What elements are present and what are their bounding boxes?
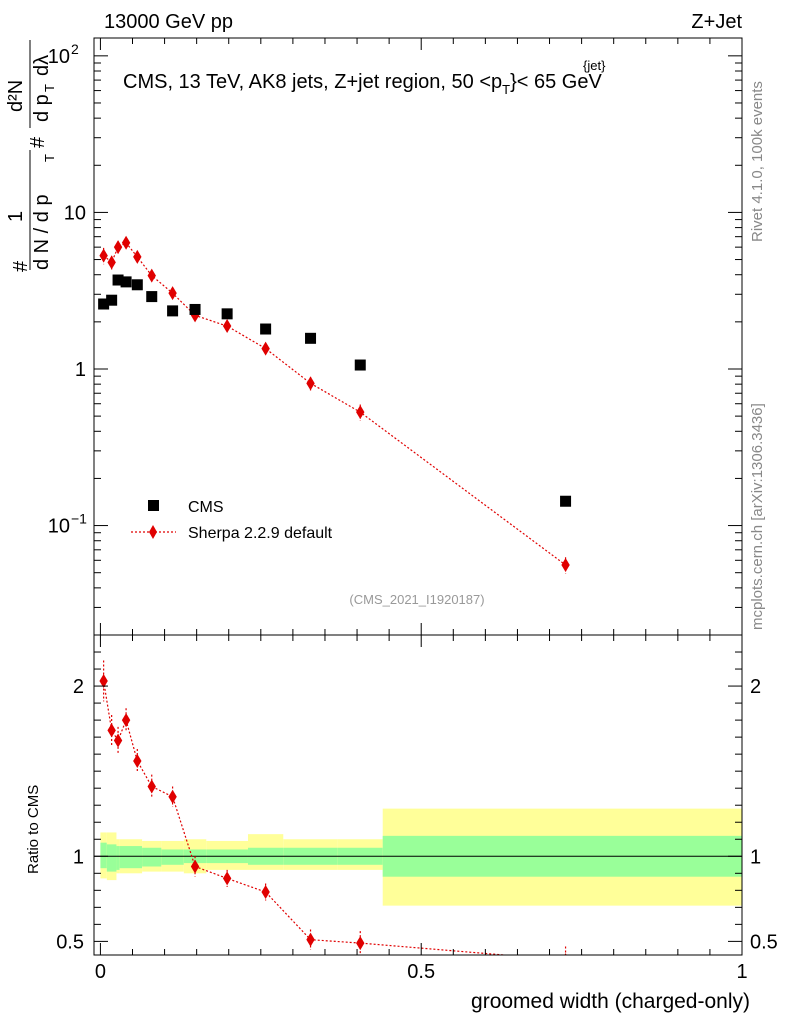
ratio-point <box>306 932 315 947</box>
top-plot-frame <box>93 37 743 636</box>
cms-point <box>167 305 179 317</box>
cms-point <box>221 308 233 320</box>
ylabel-part-dlambda: dλ <box>31 55 53 76</box>
x-tick-label: 0.5 <box>407 961 435 983</box>
ratio-point <box>133 753 142 768</box>
ratio-point <box>222 871 232 886</box>
ratio-point <box>168 789 177 804</box>
cms-point <box>98 298 110 310</box>
top-y-tick-exponent: −1 <box>71 511 87 527</box>
sherpa-point <box>306 376 315 391</box>
uncertainty-band-inner <box>132 846 143 869</box>
cms-point <box>131 279 143 291</box>
ylabel-part-d2n: d²N <box>5 80 27 112</box>
cms-point <box>260 323 272 335</box>
analysis-watermark: (CMS_2021_I1920187) <box>349 592 484 607</box>
cms-point <box>106 294 118 306</box>
cms-point <box>146 291 158 303</box>
header-process: 13000 GeV pp <box>104 11 233 33</box>
ratio-point <box>107 723 116 738</box>
ratio-point <box>356 936 365 951</box>
ratio-y-tick-label: 2 <box>73 676 84 698</box>
uncertainty-band-inner <box>116 846 120 870</box>
cms-point <box>189 303 201 315</box>
ylabel-part-hash2: # <box>27 136 49 148</box>
chart-title-main: CMS, 13 TeV, AK8 jets, Z+jet region, 50 … <box>123 71 502 93</box>
sherpa-point <box>121 235 131 250</box>
source-label: mcplots.cern.ch [arXiv:1306.3436] <box>749 403 766 630</box>
sherpa-point <box>113 240 123 255</box>
ratio-point <box>190 859 200 874</box>
ratio-y-tick-label-right: 2 <box>750 676 761 698</box>
top-y-tick-label: 10 <box>48 46 70 68</box>
x-axis-label: groomed width (charged-only) <box>471 990 750 1013</box>
chart-title: CMS, 13 TeV, AK8 jets, Z+jet region, 50 … <box>123 71 602 97</box>
cms-point <box>120 276 132 288</box>
x-tick-label: 0 <box>95 961 106 983</box>
rivet-label: Rivet 4.1.0, 100k events <box>749 81 766 242</box>
sherpa-point <box>147 268 156 283</box>
sherpa-point <box>222 319 232 334</box>
sherpa-point <box>99 248 108 263</box>
x-tick-label: 1 <box>736 961 747 983</box>
ylabel-part-one: 1 <box>5 211 27 222</box>
legend-label-sherpa: Sherpa 2.2.9 default <box>188 525 333 542</box>
top-y-tick-label: 10 <box>64 202 86 224</box>
cms-point <box>354 359 366 371</box>
legend-marker-sherpa <box>149 525 157 539</box>
ratio-point <box>261 885 270 900</box>
chart-title-superscript: {jet} <box>583 58 606 73</box>
uncertainty-band-inner <box>100 842 107 869</box>
uncertainty-band-inner <box>106 844 117 872</box>
sherpa-point <box>107 255 116 270</box>
top-ylabel: # 1 d N / d p T # d²N d p T dλ <box>5 40 57 272</box>
cms-point <box>305 332 317 344</box>
ratio-ylabel: Ratio to CMS <box>25 785 42 874</box>
ylabel-part-t1: T <box>42 154 57 162</box>
ratio-point <box>113 733 123 748</box>
sherpa-point <box>133 249 142 264</box>
legend-marker-cms <box>148 500 159 511</box>
sherpa-point <box>561 557 570 572</box>
ratio-y-tick-label-right: 0.5 <box>750 931 778 953</box>
ratio-y-tick-label: 0.5 <box>56 931 84 953</box>
ylabel-part-dn-dpt: d N / d p <box>31 194 53 270</box>
ratio-y-tick-label: 1 <box>73 846 84 868</box>
chart-title-sub: T <box>502 82 510 97</box>
sherpa-point <box>356 405 365 420</box>
ratio-point <box>99 673 108 688</box>
ratio-point <box>147 779 156 794</box>
ylabel-part-hash1: # <box>10 260 32 272</box>
cms-point <box>560 495 572 507</box>
sherpa-point <box>261 341 270 356</box>
uncertainty-band-inner <box>161 849 184 865</box>
top-y-tick-exponent: 2 <box>71 41 79 57</box>
top-y-tick-label: 10 <box>48 516 70 538</box>
top-y-tick-label: 1 <box>75 359 86 381</box>
legend-label-cms: CMS <box>188 499 224 516</box>
bottom-plot-frame <box>93 634 743 956</box>
chart-title-tail: }< 65 GeV <box>510 71 602 93</box>
uncertainty-band-inner <box>142 847 162 867</box>
header-analysis: Z+Jet <box>691 11 742 33</box>
ylabel-part-t2: T <box>42 84 57 92</box>
uncertainty-band-inner <box>119 846 133 869</box>
cms-point <box>112 274 124 286</box>
ylabel-part-dpt-dl: d p <box>31 94 53 122</box>
ratio-point <box>121 713 131 728</box>
ratio-y-tick-label-right: 1 <box>750 846 761 868</box>
sherpa-point <box>168 286 177 301</box>
